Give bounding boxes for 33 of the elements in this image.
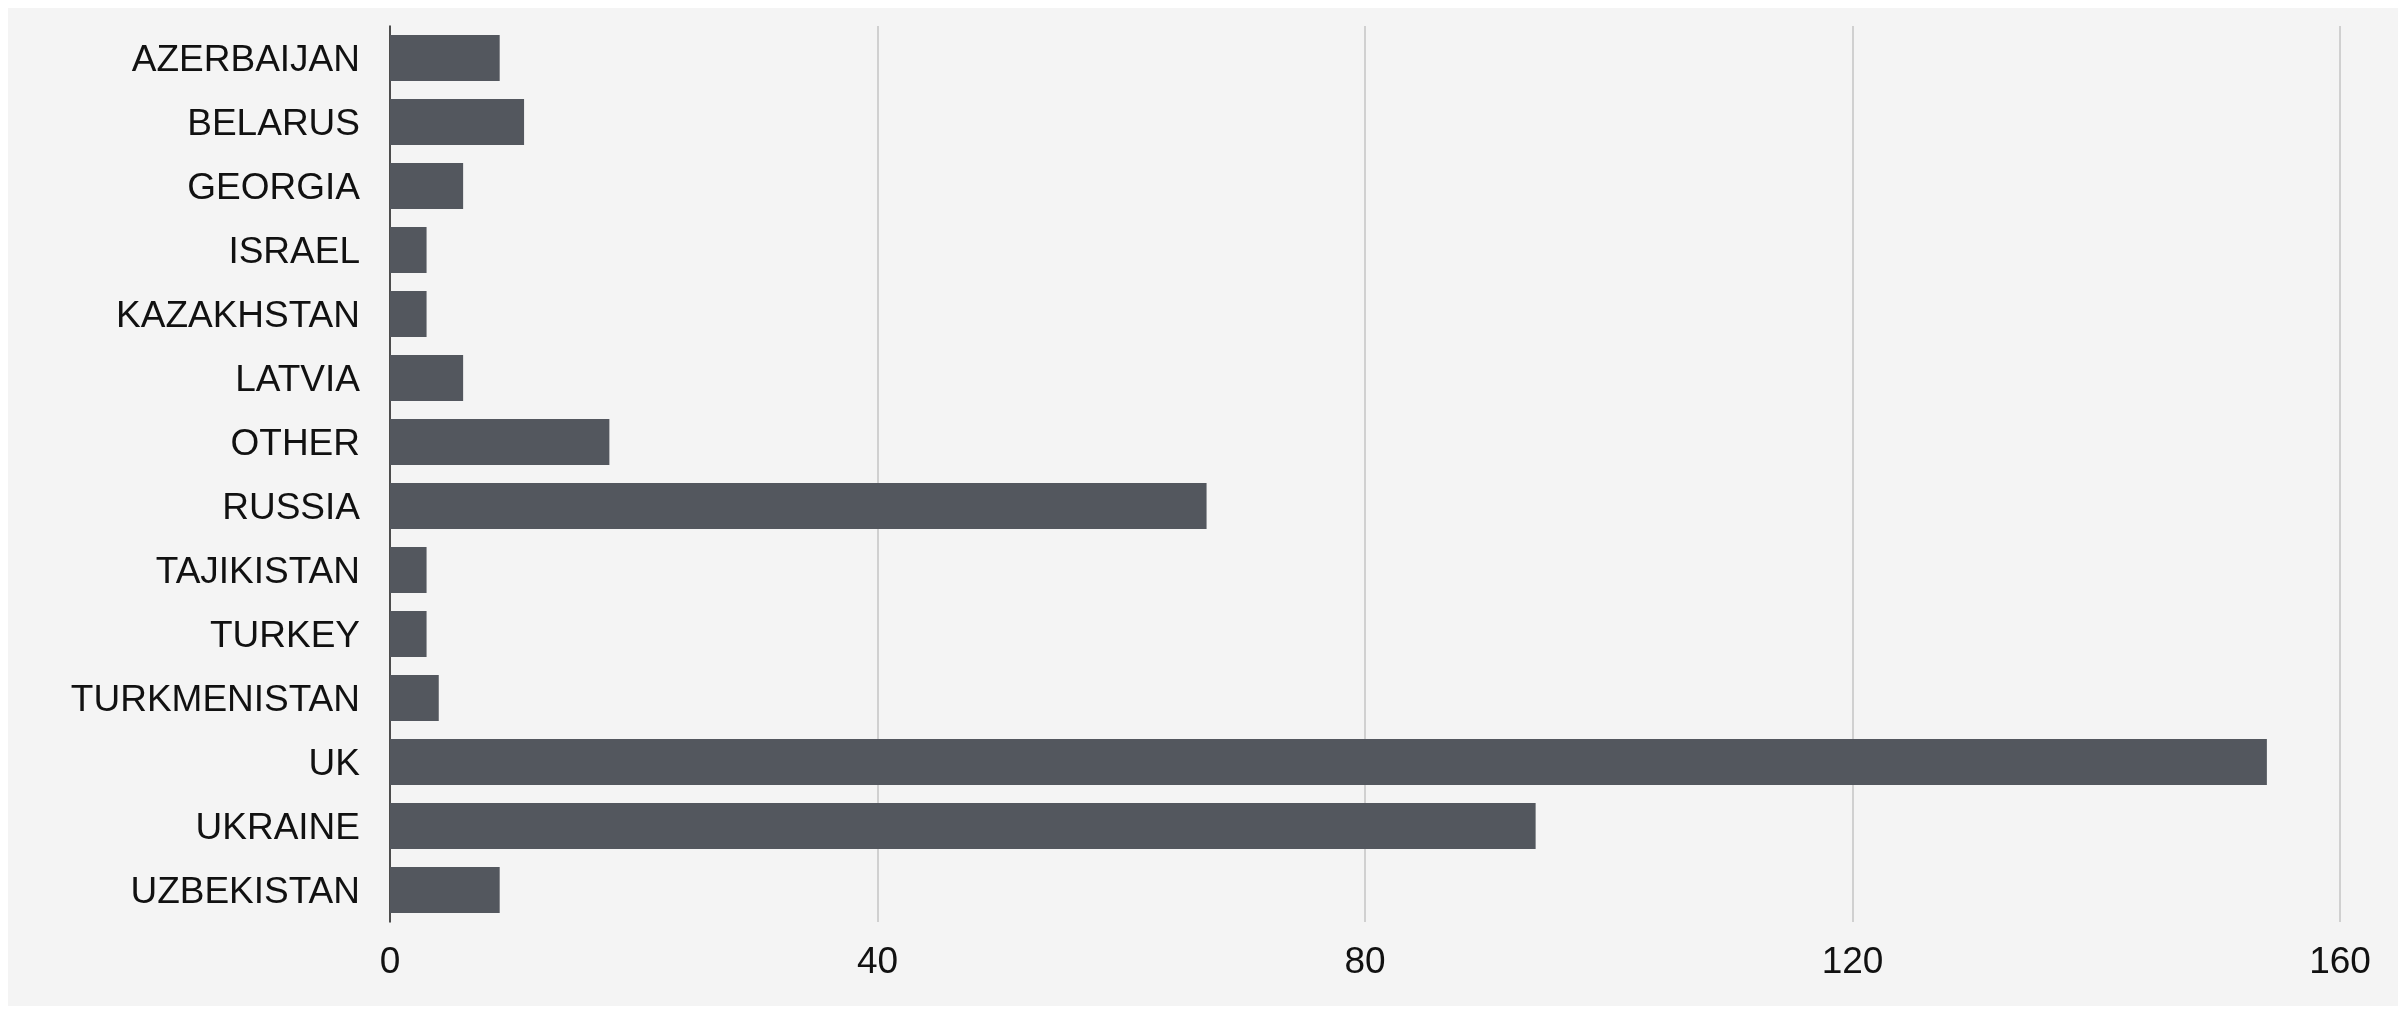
y-tick-label: AZERBAIJAN — [131, 37, 360, 79]
x-tick-label: 0 — [379, 940, 401, 981]
y-tick-label: BELARUS — [187, 101, 360, 143]
y-tick-label: UZBEKISTAN — [130, 869, 360, 911]
x-tick-label: 40 — [856, 940, 899, 981]
y-tick-label: RUSSIA — [222, 485, 361, 527]
bar — [390, 290, 427, 338]
y-tick-label: TURKEY — [209, 613, 360, 655]
y-tick-label: KAZAKHSTAN — [116, 293, 360, 335]
y-tick-label: LATVIA — [235, 357, 361, 399]
bar — [390, 98, 525, 146]
y-tick-label: ISRAEL — [228, 229, 360, 271]
bar — [390, 738, 2267, 786]
y-tick-label: UK — [308, 741, 361, 783]
bar — [390, 226, 427, 274]
y-tick-label: TAJIKISTAN — [155, 549, 360, 591]
y-tick-label: TURKMENISTAN — [70, 677, 360, 719]
bar — [390, 866, 500, 914]
bar — [390, 162, 464, 210]
bar — [390, 34, 500, 82]
x-tick-label: 120 — [1821, 940, 1884, 981]
bar — [390, 674, 439, 722]
y-tick-label: OTHER — [230, 421, 360, 463]
y-tick-label: UKRAINE — [195, 805, 360, 847]
y-tick-label: GEORGIA — [187, 165, 361, 207]
bar — [390, 610, 427, 658]
bar — [390, 802, 1536, 850]
bar — [390, 354, 464, 402]
x-tick-label: 160 — [2309, 940, 2371, 981]
x-tick-label: 80 — [1344, 940, 1386, 981]
bar — [390, 546, 427, 594]
bar — [390, 482, 1207, 530]
bar — [390, 418, 610, 466]
